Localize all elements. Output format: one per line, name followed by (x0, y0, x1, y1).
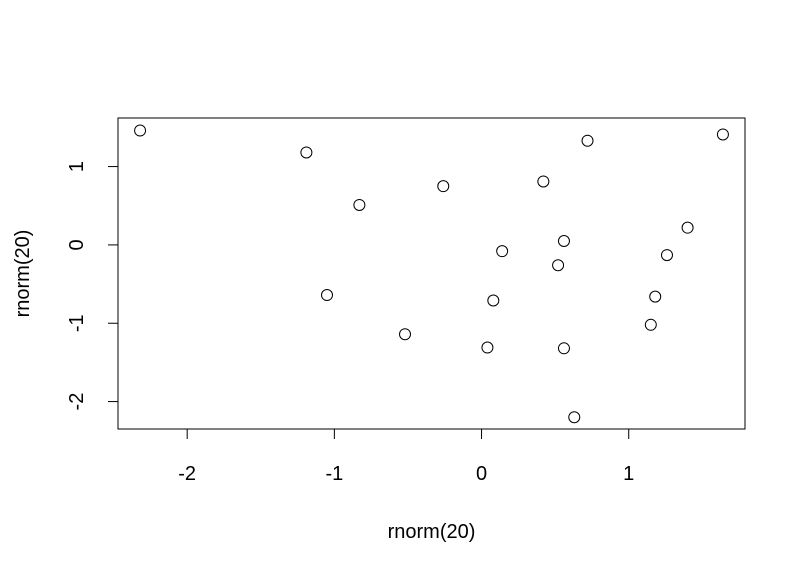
data-point (581, 134, 594, 147)
y-tick-label: 0 (66, 239, 88, 250)
data-point (557, 234, 570, 247)
data-point (481, 341, 494, 354)
x-axis-label: rnorm(20) (388, 521, 476, 543)
data-point (300, 146, 313, 159)
y-tick-label: 1 (66, 161, 88, 172)
x-tick-label: -2 (178, 463, 196, 485)
y-axis-label: rnorm(20) (12, 230, 34, 318)
data-point (353, 198, 366, 211)
y-tick-label: -1 (66, 314, 88, 332)
data-point (649, 290, 662, 303)
points-layer (134, 124, 729, 424)
data-point (552, 259, 565, 272)
x-tick-label: 1 (623, 463, 634, 485)
data-point (437, 180, 450, 193)
data-point (321, 289, 333, 302)
data-point (537, 175, 550, 188)
data-point (487, 294, 500, 307)
data-point (496, 245, 509, 258)
data-point (716, 128, 729, 141)
data-point (568, 411, 581, 424)
data-point (399, 328, 412, 341)
y-tick-label: -2 (66, 393, 88, 411)
data-point (557, 342, 570, 355)
data-point (660, 249, 673, 262)
data-point (644, 318, 657, 331)
x-tick-label: 0 (476, 463, 487, 485)
data-point (134, 124, 147, 137)
y-axis: -2 -1 0 1 (66, 161, 119, 411)
x-axis: -2 -1 0 1 (178, 428, 634, 485)
x-tick-label: -1 (325, 463, 343, 485)
data-point (681, 221, 694, 234)
